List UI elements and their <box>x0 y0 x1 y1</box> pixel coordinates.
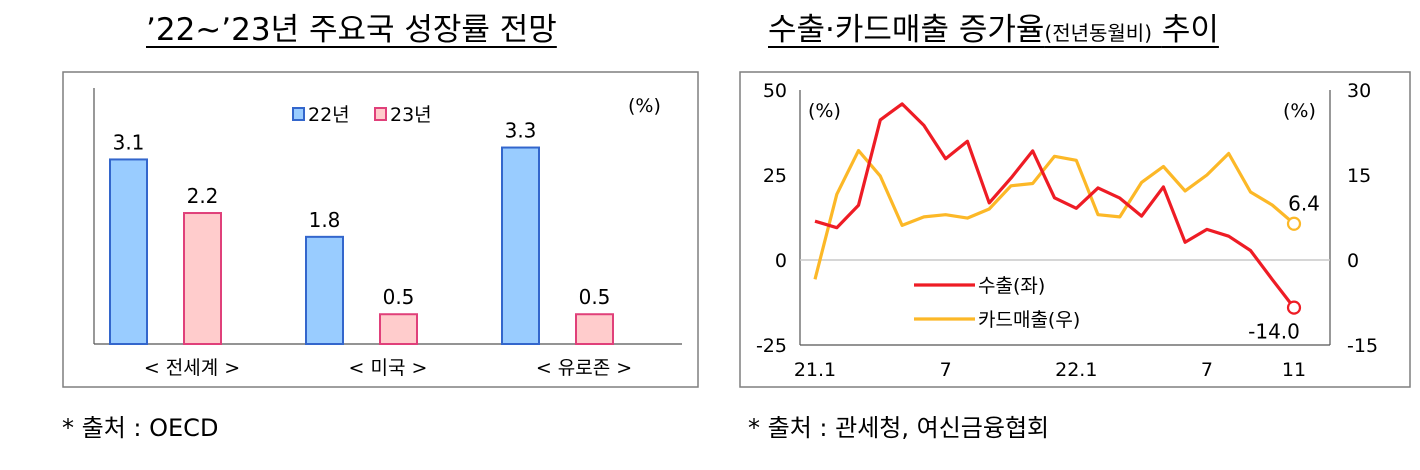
bar-1-0 <box>305 235 344 345</box>
line-x-tick-4: 11 <box>1282 359 1306 381</box>
line-x-tick-3: 7 <box>1201 359 1213 381</box>
bar-category-label-1: < 미국 > <box>349 357 428 379</box>
right-title-tail: 추이 <box>1161 12 1219 48</box>
line-end-label-0: -14.0 <box>1248 320 1300 344</box>
left-chart-title: ’22~’23년 주요국 성장률 전망 <box>146 12 557 48</box>
bar-value-label-0-0: 3.1 <box>113 130 145 154</box>
line-left-unit-label: (%) <box>808 100 841 122</box>
bar-value-label-2-0: 3.3 <box>505 119 537 143</box>
line-legend-label-1: 카드매출(우) <box>978 309 1080 331</box>
line-left-tick-2: 0 <box>775 250 787 272</box>
bar-2-0 <box>501 146 540 345</box>
line-series-1 <box>813 149 1296 280</box>
bar-0-1 <box>183 212 222 345</box>
bar-legend-swatch-1 <box>374 107 387 121</box>
bar-legend-swatch-0 <box>292 107 305 121</box>
export-card-sales-line-chart: 50 25 0 -25 30 15 0 -15 21.1 7 22.1 7 11 (%) (%) 6.4 -14… <box>739 71 1411 388</box>
line-left-tick-1: 25 <box>763 165 787 187</box>
bar-unit-label: (%) <box>628 95 661 117</box>
right-title-subtitle: (전년동월비) <box>1044 21 1152 45</box>
line-left-tick-3: -25 <box>756 335 787 357</box>
line-end-label-1: 6.4 <box>1288 192 1320 216</box>
right-chart-title: 수출·카드매출 증가율(전년동월비) 추이 <box>768 8 1219 55</box>
left-source-note: * 출처 : OECD <box>62 414 219 442</box>
bar-category-label-0: < 전세계 > <box>144 357 240 379</box>
bar-category-label-2: < 유로존 > <box>536 357 632 379</box>
bar-legend-label-1: 23년 <box>390 104 432 126</box>
right-source-note: * 출처 : 관세청, 여신금융협회 <box>748 414 1050 442</box>
bar-value-label-1-0: 1.8 <box>309 208 341 232</box>
line-chart-frame <box>739 71 1411 388</box>
bar-value-label-2-1: 0.5 <box>579 285 611 309</box>
line-legend-label-0: 수출(좌) <box>978 275 1045 297</box>
line-end-marker-1 <box>1286 216 1302 231</box>
bar-2-1 <box>575 313 614 345</box>
bar-legend-label-0: 22년 <box>308 104 350 126</box>
growth-forecast-bar-chart: (%) 3.1 2.2 < 전세계 > 1.8 0.5 < 미국 > 3.3 0.5 < 유로존 … <box>62 71 699 388</box>
line-x-tick-2: 22.1 <box>1055 359 1097 381</box>
bar-0-0 <box>109 158 148 345</box>
line-x-tick-0: 21.1 <box>794 359 836 381</box>
line-right-tick-2: 0 <box>1347 250 1359 272</box>
line-series-0 <box>814 102 1296 309</box>
line-x-tick-1: 7 <box>940 359 952 381</box>
bar-value-label-1-1: 0.5 <box>383 285 415 309</box>
line-end-marker-0 <box>1286 300 1302 315</box>
line-right-tick-1: 15 <box>1347 165 1371 187</box>
bar-1-1 <box>379 313 418 345</box>
line-left-tick-0: 50 <box>763 80 787 102</box>
right-title-main: 수출·카드매출 증가율 <box>768 12 1045 48</box>
line-right-unit-label: (%) <box>1283 100 1316 122</box>
line-right-tick-0: 30 <box>1347 80 1371 102</box>
bar-value-label-0-1: 2.2 <box>187 184 219 208</box>
line-right-tick-3: -15 <box>1347 335 1378 357</box>
